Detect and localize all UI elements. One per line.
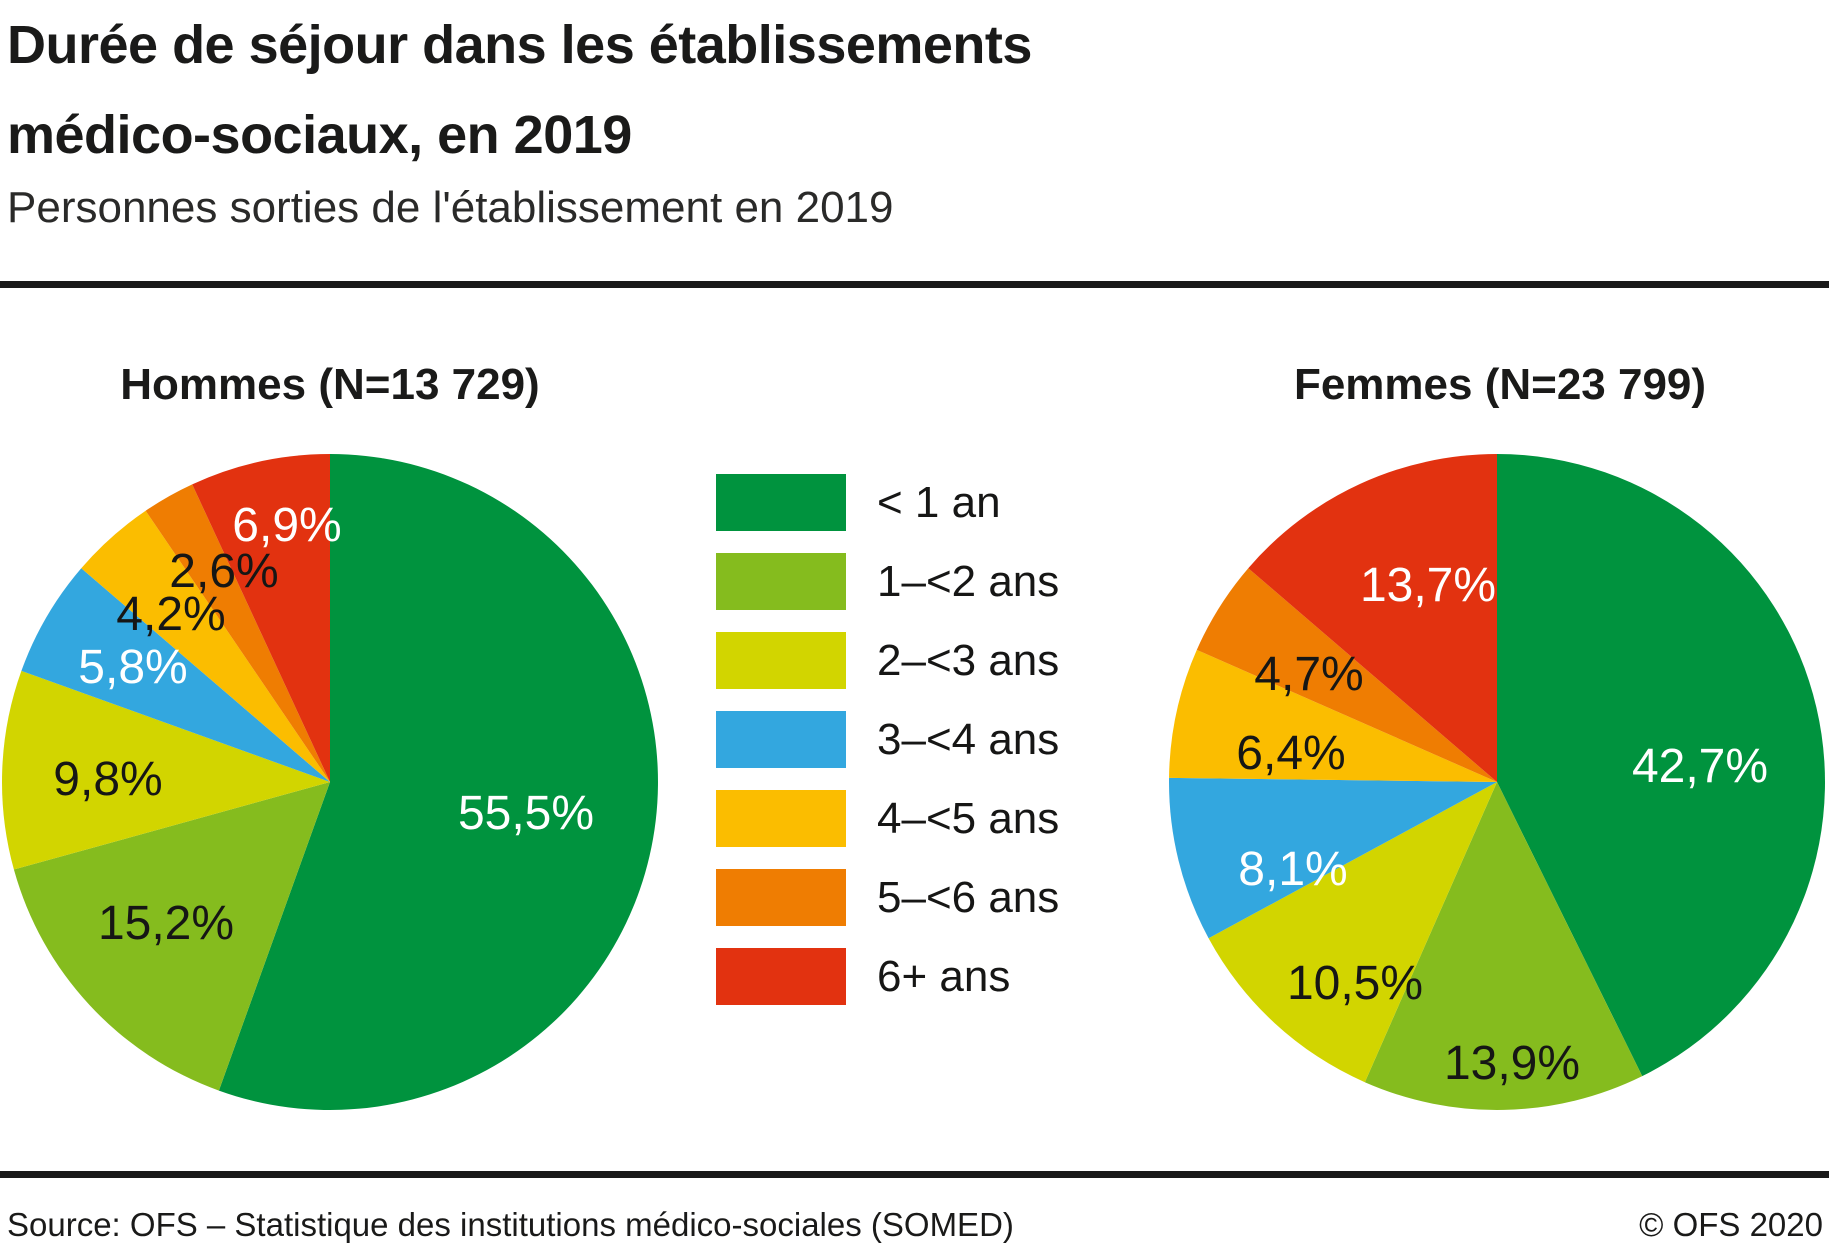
pie-slice-hommes-2 [2, 670, 331, 870]
legend-label-3: 3–<4 ans [877, 714, 1060, 764]
pie-value-label-hommes-1: 15,2% [98, 897, 234, 950]
pie-value-label-hommes-4: 4,2% [116, 588, 225, 641]
legend-item-3: 3–<4 ans [716, 711, 1059, 768]
femmes-pie-chart: 42,7% 13,9% 10,5% 8,1% 6,4% 4,7% 13,7% [1169, 454, 1825, 1110]
pie-slice-femmes-5 [1196, 568, 1497, 782]
pie-value-label-hommes-3: 5,8% [78, 641, 187, 694]
legend-item-6: 6+ ans [716, 948, 1059, 1005]
pie-slice-hommes-5 [145, 484, 330, 782]
pie-slice-femmes-0 [1497, 454, 1825, 1077]
pie-slice-femmes-6 [1248, 454, 1497, 782]
pie-value-label-hommes-5: 2,6% [169, 545, 278, 598]
pie-value-label-hommes-2: 9,8% [53, 753, 162, 806]
pie-slice-hommes-6 [192, 454, 330, 782]
pie-slice-hommes-1 [13, 782, 331, 1091]
page-title-line2: médico-sociaux, en 2019 [7, 105, 632, 165]
legend-label-4: 4–<5 ans [877, 793, 1060, 843]
page-title: Durée de séjour dans les établissements m… [7, 0, 1032, 180]
pie-value-label-femmes-0: 42,7% [1632, 740, 1768, 793]
footer: Source: OFS – Statistique des institutio… [7, 1206, 1823, 1244]
legend-swatch-3 [716, 711, 846, 768]
legend-swatch-4 [716, 790, 846, 847]
pie-slice-femmes-1 [1364, 782, 1643, 1110]
legend-swatch-1 [716, 553, 846, 610]
pie-slice-femmes-3 [1169, 777, 1497, 939]
pie-value-label-femmes-2: 10,5% [1287, 957, 1423, 1010]
legend-item-0: < 1 an [716, 474, 1059, 531]
femmes-chart-title: Femmes (N=23 799) [1293, 360, 1707, 409]
pie-value-label-femmes-3: 8,1% [1238, 843, 1347, 896]
legend-label-6: 6+ ans [877, 951, 1011, 1001]
pie-slice-hommes-4 [81, 510, 330, 782]
legend-label-5: 5–<6 ans [877, 872, 1060, 922]
pie-value-label-femmes-1: 13,9% [1444, 1037, 1580, 1090]
legend-item-1: 1–<2 ans [716, 553, 1059, 610]
pie-value-label-femmes-4: 6,4% [1236, 727, 1345, 780]
pie-slice-hommes-0 [218, 454, 658, 1110]
legend-item-5: 5–<6 ans [716, 869, 1059, 926]
legend-item-4: 4–<5 ans [716, 790, 1059, 847]
legend-swatch-2 [716, 632, 846, 689]
legend-item-2: 2–<3 ans [716, 632, 1059, 689]
pie-value-label-femmes-6: 13,7% [1360, 559, 1496, 612]
page-title-line1: Durée de séjour dans les établissements [7, 15, 1032, 75]
pie-slice-femmes-2 [1208, 782, 1497, 1083]
pie-slice-femmes-4 [1169, 649, 1497, 782]
divider-bottom [0, 1171, 1829, 1178]
divider-top [0, 281, 1829, 288]
source-note: Source: OFS – Statistique des institutio… [7, 1206, 1014, 1243]
legend-swatch-0 [716, 474, 846, 531]
hommes-chart-title: Hommes (N=13 729) [120, 360, 540, 409]
legend: < 1 an 1–<2 ans 2–<3 ans 3–<4 ans 4–<5 ans 5–… [716, 474, 1059, 1027]
pie-value-label-hommes-0: 55,5% [458, 787, 594, 840]
legend-label-1: 1–<2 ans [877, 556, 1060, 606]
page-subtitle: Personnes sorties de l'établissement en … [7, 183, 894, 232]
legend-swatch-6 [716, 948, 846, 1005]
pie-value-label-femmes-5: 4,7% [1254, 648, 1363, 701]
legend-swatch-5 [716, 869, 846, 926]
legend-label-0: < 1 an [877, 477, 1001, 527]
pie-value-label-hommes-6: 6,9% [232, 499, 341, 552]
copyright-note: © OFS 2020 [1639, 1206, 1823, 1243]
legend-label-2: 2–<3 ans [877, 635, 1060, 685]
hommes-pie-chart: 55,5% 15,2% 9,8% 5,8%4,2%2,6%6,9% [2, 454, 658, 1110]
pie-slice-hommes-3 [21, 568, 330, 782]
